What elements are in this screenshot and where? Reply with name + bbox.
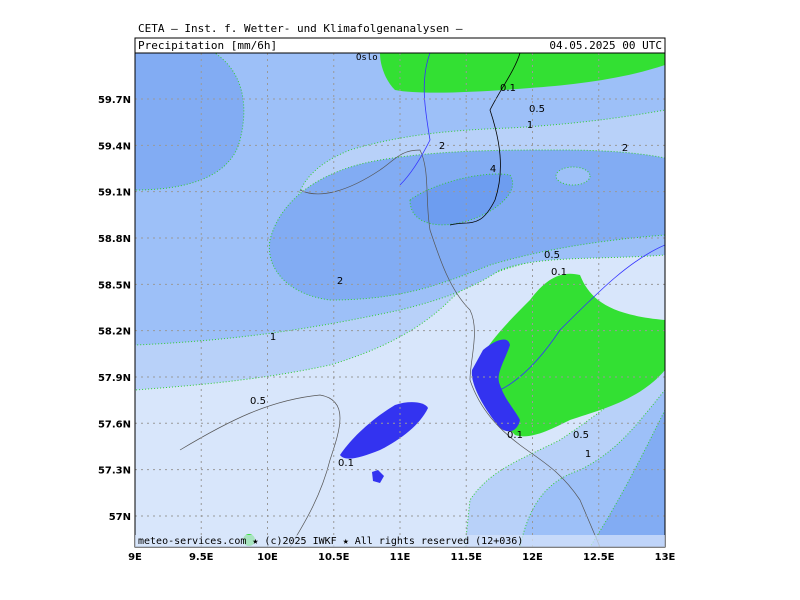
y-axis-label: 59.7N	[98, 95, 131, 106]
y-axis-label: 58.2N	[98, 327, 131, 338]
contour-label: 0.5	[529, 104, 545, 115]
contour-label: 0.1	[507, 430, 523, 441]
y-axis-label: 57.3N	[98, 466, 131, 477]
contour-label: 0.1	[338, 458, 354, 469]
y-axis-label: 57.6N	[98, 419, 131, 430]
contour-label: 0.5	[544, 250, 560, 261]
contour-label: 0.1	[500, 83, 516, 94]
field-name: Precipitation [mm/6h]	[138, 39, 277, 52]
footer-box	[135, 535, 665, 547]
x-axis-label: 11E	[390, 552, 411, 563]
labels: 59.7N 59.4N 59.1N 58.8N 58.5N 58.2N 57.9N 57.6N…	[98, 83, 676, 563]
x-axis-label: 12E	[522, 552, 543, 563]
y-axis-label: 59.1N	[98, 188, 131, 199]
x-axis-label: 10.5E	[318, 552, 350, 563]
x-axis-label: 13E	[655, 552, 676, 563]
y-axis-label: 58.5N	[98, 280, 131, 291]
contour-label: 2	[439, 141, 445, 152]
contour-label: 2	[337, 276, 343, 287]
contour-label: 1	[585, 449, 591, 460]
y-axis-label: 57N	[109, 512, 131, 523]
x-axis-label: 10E	[257, 552, 278, 563]
valid-time: 04.05.2025 00 UTC	[549, 39, 662, 52]
y-axis-label: 57.9N	[98, 373, 131, 384]
x-axis-label: 12.5E	[583, 552, 615, 563]
place-label: Oslo	[356, 53, 378, 63]
contour-label: 4	[490, 164, 496, 175]
y-axis-label: 58.8N	[98, 234, 131, 245]
contour-label: 0.5	[573, 430, 589, 441]
contour-label: 1	[527, 120, 533, 131]
header-title: CETA – Inst. f. Wetter- und Klimafolgena…	[138, 22, 463, 35]
contour-label: 2	[622, 143, 628, 154]
x-axis-label: 9E	[128, 552, 142, 563]
x-axis-label: 11.5E	[450, 552, 482, 563]
y-axis-label: 59.4N	[98, 141, 131, 152]
contour-label: 0.5	[250, 396, 266, 407]
contour-label: 0.1	[551, 267, 567, 278]
contour-label: 1	[270, 332, 276, 343]
x-axis-label: 9.5E	[189, 552, 214, 563]
footer: meteo-services.com ★ (c)2025 IWKF ★ All …	[138, 536, 523, 547]
